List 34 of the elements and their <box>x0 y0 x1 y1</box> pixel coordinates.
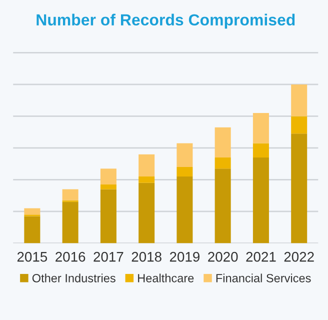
bar <box>252 157 269 244</box>
bar <box>138 182 155 244</box>
legend-label: Healthcare <box>138 274 194 282</box>
bar <box>100 189 116 244</box>
x-tick-label: 2019 <box>170 252 200 262</box>
bar <box>291 116 308 134</box>
legend-label: Financial Services <box>216 274 311 282</box>
bar <box>214 157 231 169</box>
bar <box>62 202 78 244</box>
x-tick-label: 2021 <box>246 252 276 262</box>
legend-label: Other Industries <box>32 274 116 282</box>
bar <box>176 143 193 168</box>
bar <box>291 134 308 244</box>
bar <box>100 184 116 190</box>
bar <box>62 189 78 200</box>
x-tick-label: 2020 <box>208 252 238 262</box>
bar <box>24 216 40 244</box>
chart-title: Number of Records Compromised <box>36 14 295 29</box>
x-tick-label: 2018 <box>132 252 162 262</box>
bar <box>176 167 193 177</box>
bar <box>176 176 193 244</box>
x-tick-label: 2016 <box>56 252 86 262</box>
bar <box>214 127 231 158</box>
bar <box>252 143 269 158</box>
x-tick-label: 2017 <box>94 252 124 262</box>
bar <box>100 168 116 184</box>
bar <box>24 208 40 215</box>
bar <box>138 154 155 177</box>
bar <box>214 168 231 244</box>
x-tick-label: 2015 <box>17 252 48 262</box>
bar <box>291 84 308 116</box>
x-tick-label: 2022 <box>284 252 314 262</box>
bar <box>252 113 269 144</box>
bar <box>138 176 155 183</box>
